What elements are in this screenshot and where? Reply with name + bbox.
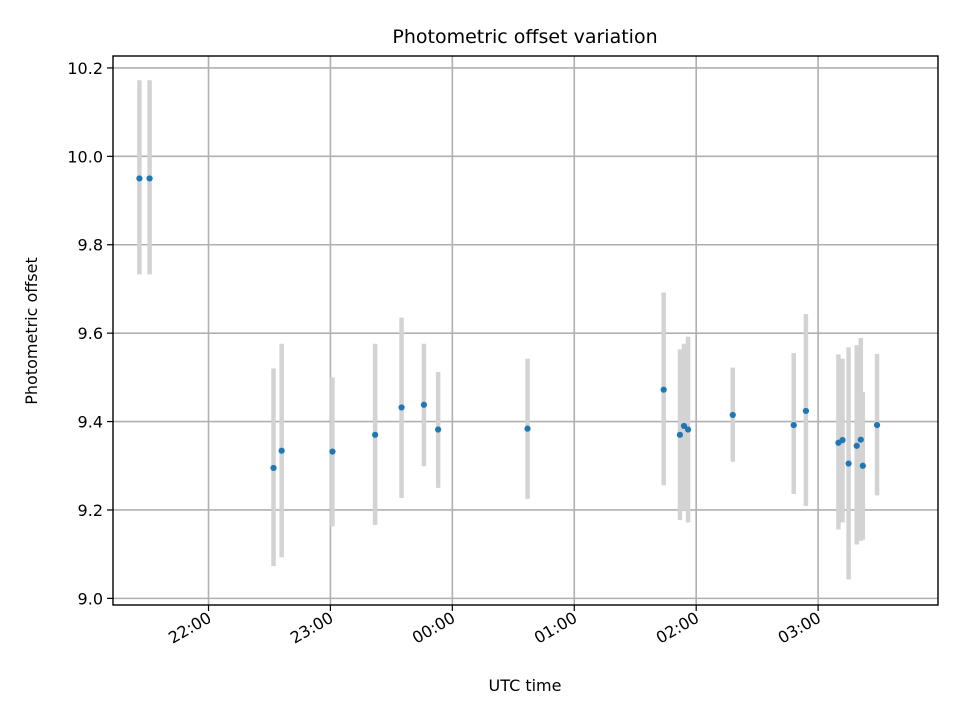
plot-frame [112, 55, 939, 606]
data-point [136, 175, 143, 182]
data-point [845, 460, 852, 467]
data-point [684, 426, 692, 433]
data-point [853, 442, 860, 449]
data-point [873, 421, 881, 429]
y-tick-label: 9.4 [78, 413, 103, 432]
data-point [729, 411, 736, 419]
data-point [278, 447, 285, 454]
data-point [329, 448, 336, 455]
data-point [146, 175, 153, 182]
y-tick-label: 10.2 [67, 59, 103, 78]
data-point [859, 462, 866, 469]
data-point [676, 431, 684, 438]
data-point [839, 437, 846, 444]
y-tick-label: 9.0 [78, 589, 103, 608]
data-point [524, 425, 531, 432]
data-point [680, 422, 688, 430]
y-tick-label: 9.6 [78, 324, 103, 343]
data-point [398, 404, 405, 411]
data-points [136, 175, 881, 472]
data-point [435, 426, 442, 433]
y-tick-label: 9.8 [78, 236, 103, 255]
data-point [660, 386, 667, 393]
y-tick-label: 10.0 [67, 147, 103, 166]
chart-title: Photometric offset variation [392, 26, 657, 48]
data-point [420, 401, 427, 408]
x-axis-label: UTC time [489, 676, 562, 695]
y-tick-label: 9.2 [78, 501, 103, 520]
data-point [372, 431, 379, 438]
data-point [270, 464, 277, 472]
y-axis-label: Photometric offset [22, 257, 41, 405]
data-point [857, 436, 864, 443]
data-point [790, 421, 797, 429]
data-point [802, 407, 810, 415]
